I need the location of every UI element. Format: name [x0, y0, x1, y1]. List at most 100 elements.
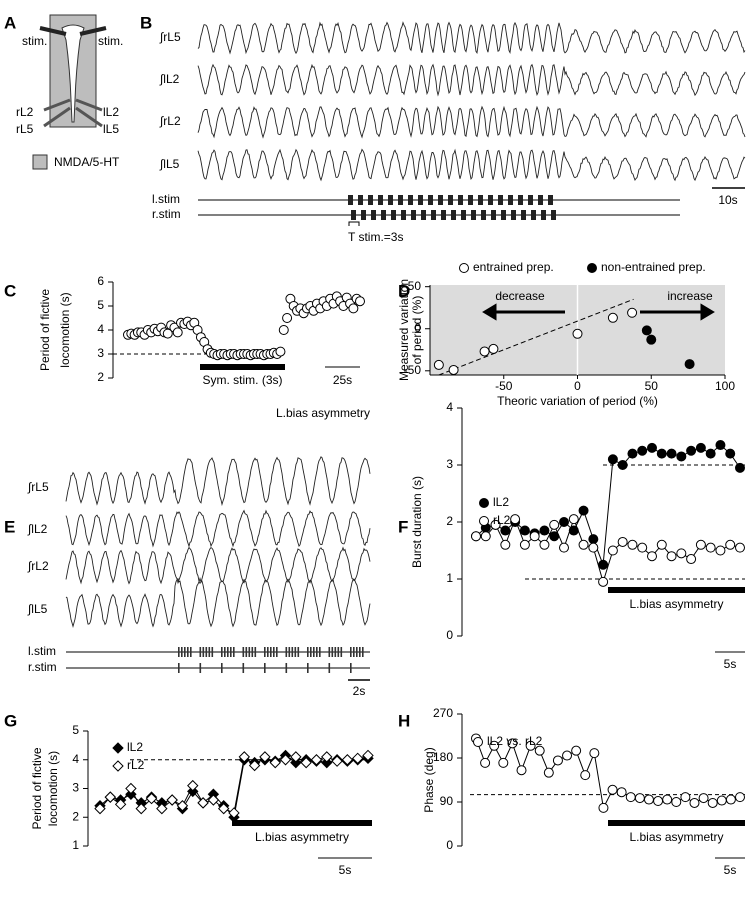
panel-label: D: [398, 281, 410, 300]
root-label: stim.: [98, 34, 123, 48]
stim-pulse: [285, 647, 288, 657]
stim-pulse: [411, 210, 416, 220]
scale-label: 5s: [724, 657, 737, 671]
data-point: [500, 539, 511, 550]
legend-marker: [479, 498, 489, 508]
data-point: [634, 793, 645, 804]
stim-pulse: [307, 647, 309, 657]
trace: [65, 576, 371, 628]
y-tick-label: 0: [446, 628, 453, 642]
data-point: [348, 303, 359, 314]
stim-label: r.stim: [152, 207, 181, 221]
stim-label: r.stim: [28, 660, 57, 674]
y-axis-label: Measured variation: [397, 279, 411, 381]
y-axis-label: locomotion (s): [46, 751, 60, 826]
y-axis-label: Period of fictive: [30, 747, 44, 829]
stim-pulse: [202, 647, 205, 657]
panel-label: B: [140, 13, 152, 32]
annotation: decrease: [495, 289, 545, 303]
stim-pulse: [468, 195, 473, 205]
legend-swatch: [32, 154, 48, 170]
stim-pulse: [511, 210, 516, 220]
stim-pulse: [431, 210, 436, 220]
data-point: [549, 519, 560, 530]
y-tick-label: 4: [97, 322, 104, 336]
data-point: [500, 525, 511, 536]
data-point: [607, 545, 618, 556]
scale-label: 5s: [339, 863, 352, 877]
stim-pulse: [498, 195, 503, 205]
stim-pulse: [251, 647, 254, 657]
data-point: [735, 792, 745, 803]
data-point: [580, 770, 591, 781]
y-tick-label: 180: [433, 750, 453, 764]
stim-pulse: [294, 647, 297, 657]
y-axis-label: Phase (deg): [422, 747, 436, 812]
stim-pulse: [351, 210, 356, 220]
legend-entry: non-entrained prep.: [601, 260, 706, 274]
data-point: [310, 754, 323, 766]
trace: [197, 148, 746, 182]
y-tick-label: 1: [72, 838, 79, 852]
stim-pulse: [448, 195, 453, 205]
stim-pulse: [541, 210, 546, 220]
data-point: [637, 542, 648, 553]
data-point: [539, 525, 550, 536]
data-point: [725, 539, 736, 550]
stim-pulse: [328, 647, 331, 657]
panel-label: E: [4, 517, 15, 536]
x-tick-label: -50: [495, 379, 513, 393]
data-point: [698, 793, 709, 804]
panel-label: G: [4, 711, 17, 730]
data-point: [525, 740, 536, 751]
data-point: [94, 802, 106, 815]
stim-pulse: [371, 210, 376, 220]
stim-pulse: [184, 647, 186, 657]
y-tick-label: -50: [404, 363, 422, 377]
panel-label: F: [398, 517, 408, 536]
y-tick-label: 0: [414, 321, 421, 335]
data-point: [646, 334, 657, 345]
data-point: [331, 755, 343, 767]
trace: [65, 546, 371, 585]
stim-pulse: [181, 647, 183, 657]
y-tick-label: 0: [446, 838, 453, 852]
data-point: [653, 796, 664, 807]
stim-pulse: [328, 663, 331, 673]
data-point: [145, 792, 158, 805]
stim-pulse: [501, 210, 506, 220]
stim-pulse: [221, 647, 223, 657]
trace-label: ∫rL5: [159, 30, 181, 44]
panel-label: A: [4, 13, 16, 32]
stim-pulse: [227, 647, 229, 657]
stim-pulse: [538, 195, 543, 205]
legend-marker: [479, 516, 489, 526]
data-point: [269, 756, 281, 769]
data-point: [351, 752, 364, 765]
data-point: [488, 343, 499, 354]
y-tick-label: 4: [446, 400, 453, 414]
scale-label: 2s: [353, 684, 366, 698]
root-label: lL2: [103, 105, 119, 119]
stim-pulse: [178, 647, 180, 657]
data-point: [248, 759, 261, 772]
data-point: [598, 559, 609, 570]
data-point: [290, 751, 302, 763]
data-point: [647, 442, 657, 453]
data-point: [588, 542, 599, 553]
data-point: [666, 448, 677, 459]
data-point: [516, 765, 527, 776]
data-point: [607, 784, 618, 795]
data-point: [125, 782, 137, 795]
data-point: [217, 802, 230, 815]
x-axis-label: Theoric variation of period (%): [497, 394, 658, 408]
data-point: [607, 454, 618, 465]
data-point: [656, 539, 667, 550]
trace-label: ∫lL5: [27, 602, 48, 616]
data-point: [715, 545, 726, 556]
data-point: [197, 797, 209, 809]
data-point: [684, 359, 695, 370]
stim-pulse: [178, 663, 180, 673]
stim-pulse: [481, 210, 486, 220]
